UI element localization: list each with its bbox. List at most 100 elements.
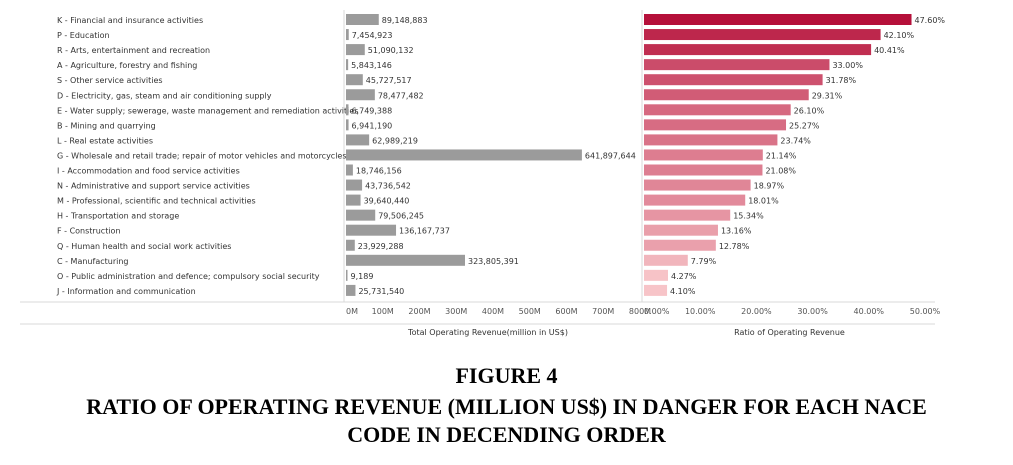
- figure-title-line-2: CODE IN DECENDING ORDER: [347, 422, 666, 447]
- category-label: C - Manufacturing: [57, 257, 129, 266]
- ratio-bar: [644, 239, 716, 251]
- ratio-value-label: 15.34%: [733, 212, 764, 221]
- revenue-value-label: 43,736,542: [365, 182, 411, 191]
- revenue-bar: [346, 14, 379, 25]
- ratio-value-label: 21.08%: [765, 167, 796, 176]
- revenue-bar: [346, 29, 349, 41]
- category-label: J - Information and communication: [56, 287, 196, 296]
- ratio-value-label: 31.78%: [826, 76, 857, 85]
- revenue-value-label: 18,746,156: [356, 167, 402, 176]
- category-label: P - Education: [57, 31, 110, 40]
- category-label: I - Accommodation and food service activ…: [57, 167, 240, 176]
- revenue-bar: [346, 224, 397, 236]
- right-x-tick-label: 40.00%: [854, 307, 885, 316]
- revenue-bar: [346, 254, 465, 266]
- revenue-value-label: 9,189: [351, 272, 374, 281]
- category-label: B - Mining and quarrying: [57, 121, 156, 130]
- revenue-bar: [346, 134, 370, 146]
- ratio-value-label: 4.27%: [671, 272, 697, 281]
- revenue-value-label: 25,731,540: [358, 287, 404, 296]
- figure-label: FIGURE 4: [455, 363, 558, 388]
- ratio-value-label: 13.16%: [721, 227, 752, 236]
- ratio-value-label: 23.74%: [780, 136, 811, 145]
- ratio-value-label: 40.41%: [874, 46, 905, 55]
- ratio-bar: [644, 29, 881, 41]
- category-label: R - Arts, entertainment and recreation: [57, 46, 210, 55]
- left-x-tick-label: 500M: [519, 307, 541, 316]
- left-x-tick-label: 100M: [372, 307, 394, 316]
- revenue-value-label: 323,805,391: [468, 257, 519, 266]
- revenue-bar: [346, 44, 365, 56]
- ratio-bar: [644, 149, 763, 161]
- ratio-bar: [644, 89, 809, 101]
- revenue-bar: [346, 269, 348, 281]
- left-x-tick-label: 600M: [555, 307, 577, 316]
- right-x-tick-label: 30.00%: [797, 307, 828, 316]
- right-x-tick-label: 50.00%: [910, 307, 941, 316]
- category-label: Q - Human health and social work activit…: [57, 242, 231, 251]
- category-label: D - Electricity, gas, steam and air cond…: [57, 91, 272, 100]
- ratio-value-label: 25.27%: [789, 121, 820, 130]
- revenue-value-label: 5,843,146: [351, 61, 392, 70]
- revenue-value-label: 23,929,288: [358, 242, 404, 251]
- right-x-axis-title: Ratio of Operating Revenue: [734, 328, 845, 337]
- left-x-tick-label: 400M: [482, 307, 504, 316]
- category-label: M - Professional, scientific and technic…: [57, 197, 256, 206]
- right-x-tick-label: 0.00%: [644, 307, 670, 316]
- ratio-value-label: 18.97%: [754, 182, 785, 191]
- revenue-bar: [346, 89, 375, 101]
- revenue-bar: [346, 179, 363, 191]
- revenue-bar: [346, 164, 353, 176]
- revenue-bar: [346, 239, 355, 251]
- revenue-value-label: 7,454,923: [352, 31, 393, 40]
- ratio-bar: [644, 44, 872, 56]
- revenue-value-label: 78,477,482: [378, 91, 424, 100]
- revenue-bar: [346, 194, 361, 206]
- left-x-tick-label: 700M: [592, 307, 614, 316]
- ratio-value-label: 4.10%: [670, 287, 696, 296]
- ratio-bar: [644, 104, 791, 116]
- ratio-value-label: 42.10%: [884, 31, 915, 40]
- revenue-value-label: 6,941,190: [352, 121, 393, 130]
- ratio-bar: [644, 59, 830, 71]
- revenue-bar: [346, 149, 582, 161]
- ratio-value-label: 12.78%: [719, 242, 750, 251]
- revenue-bar: [346, 59, 349, 71]
- category-label: E - Water supply; sewerage, waste manage…: [57, 106, 358, 115]
- ratio-bar: [644, 209, 731, 221]
- ratio-value-label: 26.10%: [794, 106, 825, 115]
- figure-title-line-1: RATIO OF OPERATING REVENUE (MILLION US$)…: [86, 394, 927, 419]
- revenue-bar: [346, 104, 349, 116]
- left-x-axis-title: Total Operating Revenue(million in US$): [407, 328, 568, 337]
- category-label: L - Real estate activities: [57, 136, 153, 145]
- revenue-bar: [346, 209, 376, 221]
- revenue-bar: [346, 284, 356, 296]
- ratio-bar: [644, 74, 823, 86]
- ratio-bar: [644, 254, 688, 266]
- ratio-value-label: 18.01%: [748, 197, 779, 206]
- revenue-value-label: 39,640,440: [364, 197, 410, 206]
- category-label: G - Wholesale and retail trade; repair o…: [57, 151, 347, 160]
- category-label: F - Construction: [57, 227, 121, 236]
- revenue-value-label: 45,727,517: [366, 76, 412, 85]
- revenue-value-label: 6,749,388: [351, 106, 392, 115]
- revenue-bar: [346, 74, 363, 86]
- ratio-value-label: 29.31%: [812, 91, 843, 100]
- category-label: K - Financial and insurance activities: [57, 16, 203, 25]
- revenue-value-label: 51,090,132: [368, 46, 414, 55]
- ratio-value-label: 47.60%: [915, 16, 946, 25]
- category-label: H - Transportation and storage: [57, 212, 179, 221]
- revenue-value-label: 62,989,219: [372, 136, 418, 145]
- left-x-tick-label: 0M: [346, 307, 358, 316]
- ratio-bar: [644, 179, 751, 191]
- ratio-value-label: 7.79%: [691, 257, 717, 266]
- revenue-value-label: 79,506,245: [378, 212, 424, 221]
- right-x-tick-label: 10.00%: [685, 307, 716, 316]
- ratio-bar: [644, 164, 763, 176]
- left-x-tick-label: 200M: [408, 307, 430, 316]
- ratio-bar: [644, 224, 718, 236]
- category-label: N - Administrative and support service a…: [57, 182, 250, 191]
- ratio-value-label: 33.00%: [832, 61, 863, 70]
- chart-figure: K - Financial and insurance activities 89…: [20, 10, 946, 337]
- ratio-bar: [644, 194, 746, 206]
